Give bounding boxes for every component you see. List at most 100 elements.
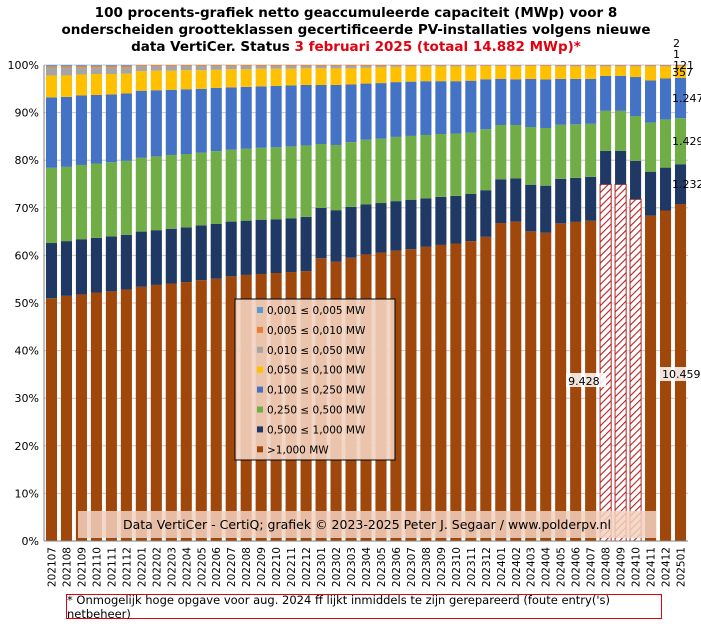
annotation-label: 9.428 [568, 375, 600, 388]
bar-segment [659, 78, 672, 120]
bar-segment [450, 81, 462, 134]
annotation-background [566, 373, 607, 387]
legend-entry: 0,500 ≤ 1,000 MW [267, 424, 366, 436]
bar-segment [90, 74, 102, 95]
x-tick-label: 202310 [451, 547, 463, 587]
bar-segment [674, 118, 687, 165]
bar-segment [255, 65, 267, 66]
bar-segment [75, 65, 87, 66]
bar-segment [315, 84, 327, 145]
bar-segment [120, 160, 132, 235]
bar-segment [659, 65, 672, 67]
bar-segment [225, 69, 237, 88]
bar-segment [180, 282, 192, 541]
bar-segment [390, 82, 402, 137]
bar-segment [600, 150, 612, 185]
bar-segment [525, 231, 537, 541]
bar-segment [105, 162, 117, 237]
bar-segment [405, 66, 417, 82]
bar-segment [614, 183, 627, 542]
annotation-label: 1 [673, 48, 680, 61]
bar-segment [300, 65, 312, 66]
bar-202107 [45, 65, 58, 541]
bar-segment [510, 79, 522, 125]
bar-segment [510, 178, 522, 222]
y-tick-label: 30% [15, 392, 39, 405]
bar-segment [195, 280, 207, 541]
bar-segment [390, 136, 402, 202]
bar-segment [240, 220, 252, 275]
bar-segment [135, 231, 147, 287]
bar-segment [659, 66, 672, 79]
bar-segment [555, 223, 567, 542]
bar-segment [60, 67, 73, 76]
bar-segment [150, 70, 162, 91]
bar-segment [405, 81, 417, 136]
legend-swatch [257, 426, 263, 433]
bar-segment [674, 65, 687, 67]
bar-segment [555, 66, 567, 79]
bar-segment [75, 164, 87, 240]
bar-segment [585, 176, 597, 221]
y-tick-label: 70% [15, 202, 39, 215]
bar-segment [630, 66, 642, 78]
bar-segment [240, 148, 252, 221]
bar-segment [165, 154, 177, 229]
x-tick-label: 202211 [286, 547, 298, 587]
annotation-label: 1.429 [672, 135, 701, 148]
bar-segment [345, 65, 357, 66]
y-tick-label: 0% [22, 535, 39, 548]
bar-segment [585, 123, 597, 177]
bar-segment [450, 66, 462, 82]
bar-segment [300, 65, 312, 69]
bar-segment [375, 138, 387, 204]
bar-segment [255, 68, 267, 87]
bar-202202 [150, 65, 162, 541]
bar-segment [540, 232, 552, 542]
x-tick-label: 202402 [511, 547, 523, 587]
x-tick-label: 202303 [346, 547, 358, 587]
bar-segment [165, 283, 177, 541]
bar-202406 [570, 65, 582, 541]
bar-segment [75, 67, 87, 75]
legend-swatch [257, 326, 263, 333]
bar-segment [630, 77, 642, 117]
bar-segment [45, 298, 58, 541]
bar-segment [195, 65, 207, 66]
x-tick-label: 202408 [601, 547, 613, 587]
bar-segment [300, 68, 312, 85]
bar-segment [195, 152, 207, 226]
x-tick-label: 202311 [466, 547, 478, 587]
bar-segment [210, 69, 222, 88]
bar-segment [345, 65, 357, 69]
annotation-background [659, 367, 700, 381]
bar-segment [45, 243, 58, 299]
bar-segment [360, 65, 372, 66]
bar-segment [615, 150, 627, 185]
bar-segment [105, 65, 117, 66]
x-tick-label: 202208 [241, 547, 253, 587]
bar-segment [165, 228, 177, 284]
x-tick-label: 202304 [361, 547, 373, 587]
bar-segment [570, 65, 582, 67]
bar-segment [135, 65, 147, 66]
bar-202109 [75, 65, 87, 541]
bar-segment [525, 184, 537, 232]
annotation-label: 10.459 [662, 368, 701, 381]
bar-segment [540, 127, 552, 186]
x-tick-label: 202404 [541, 547, 553, 587]
bar-segment [465, 132, 477, 194]
bar-segment [555, 78, 567, 125]
bar-segment [555, 178, 567, 224]
bar-segment [255, 86, 267, 148]
bar-segment [390, 201, 402, 251]
chart-title-line-3: data VertiCer. Status 3 februari 2025 (t… [131, 39, 581, 55]
bar-segment [540, 65, 552, 80]
bar-segment [510, 221, 522, 541]
x-tick-label: 202305 [376, 547, 388, 587]
bar-segment [255, 219, 267, 274]
x-tick-label: 202110 [91, 547, 103, 587]
bar-202409 [614, 65, 627, 542]
bar-segment [405, 135, 417, 200]
x-tick-label: 202108 [61, 547, 73, 587]
